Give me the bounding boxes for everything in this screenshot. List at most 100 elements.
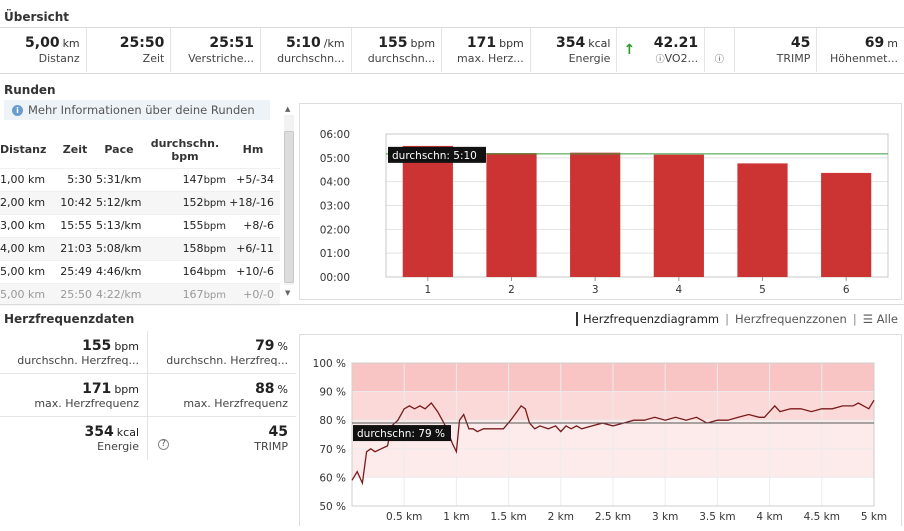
table-row[interactable]: 5,00 km 25:49 4:46/km 164bpm +10/-6 xyxy=(0,259,280,283)
stat-value: 5,00 xyxy=(25,35,60,51)
y-tick-label: 100 % xyxy=(313,358,346,370)
x-tick-label: 3 km xyxy=(652,511,678,523)
average-label: durchschn: 79 % xyxy=(357,428,445,440)
help-icon[interactable]: ? xyxy=(158,439,169,450)
bar xyxy=(570,152,621,277)
cell-elevation: +5/-34 xyxy=(226,167,280,191)
col-header-time[interactable]: Zeit xyxy=(62,143,88,157)
bpm-value: 152 xyxy=(182,196,204,209)
y-tick-label: 90 % xyxy=(319,387,346,399)
bpm-unit: bpm xyxy=(203,244,226,255)
x-tick-label: 1 km xyxy=(443,511,469,523)
pace-chart-svg: 00:00 01:00 02:00 03:00 04:00 05:00 06:00 1 2 3 4 5… xyxy=(320,129,889,296)
stat-unit: bpm xyxy=(410,37,436,50)
col-header-avg-bpm[interactable]: durchschn. bpm xyxy=(150,136,220,163)
divider xyxy=(0,27,904,28)
stat-pace: 5:10/km durchschn... xyxy=(261,28,352,72)
cell-pace: 5:12/km xyxy=(94,190,144,214)
tab-all-label: Alle xyxy=(876,312,898,326)
hf-label: Energie xyxy=(97,440,139,453)
heart-title: Herzfrequenzdaten xyxy=(4,312,135,326)
heart-rate-line xyxy=(351,399,875,486)
pace-bar-chart: 00:00 01:00 02:00 03:00 04:00 05:00 06:00 1 2 3 4 5… xyxy=(299,103,902,300)
x-tick-label: 3 xyxy=(592,284,599,296)
cell-time: 10:42 xyxy=(56,190,94,214)
cell-pace: 5:08/km xyxy=(94,236,144,260)
tab-heart-zones[interactable]: Herzfrequenzzonen xyxy=(735,312,847,326)
heart-chart-svg: 50 % 60 % 70 % 80 % 90 % 100 % 0.5 km 1 km 1.5 k… xyxy=(313,358,888,523)
tab-heart-diagram[interactable]: Herzfrequenzdiagramm xyxy=(576,312,719,326)
hf-value: 155 xyxy=(82,337,112,354)
y-tick-label: 80 % xyxy=(319,415,346,427)
bpm-value: 158 xyxy=(182,242,204,255)
heart-rate-chart: 50 % 60 % 70 % 80 % 90 % 100 % 0.5 km 1 km 1.5 k… xyxy=(299,334,902,526)
cell-elevation: +0/-0 xyxy=(226,282,280,306)
stat-unit: bpm xyxy=(499,37,524,50)
stat-label: max. Herz... xyxy=(456,52,524,65)
y-tick-label: 04:00 xyxy=(320,177,350,189)
hf-unit: bpm xyxy=(114,382,139,396)
cell-pace: 5:31/km xyxy=(94,167,144,191)
col-header-distance[interactable]: Distanz xyxy=(0,143,47,157)
col-header-elevation[interactable]: Hm xyxy=(242,143,264,157)
cell-elevation: +6/-11 xyxy=(226,236,280,260)
cell-bpm: 167bpm xyxy=(144,282,226,306)
laps-scrollbar[interactable]: ▲ ▼ xyxy=(282,103,296,300)
hf-avg-pct: 79% durchschn. Herzfreq... xyxy=(148,331,296,374)
cell-distance: 5,00 km xyxy=(0,282,56,306)
stat-value: 155 xyxy=(378,35,408,51)
cell-time: 21:03 xyxy=(56,236,94,260)
stat-vo2[interactable]: ↑ 42.21 ⓘVO2... xyxy=(617,28,706,72)
stat-unit: km xyxy=(62,37,80,50)
hf-unit: % xyxy=(277,382,288,396)
cell-distance: 5,00 km xyxy=(0,259,56,283)
stat-label: durchschn... xyxy=(277,52,345,65)
stat-value: 25:51 xyxy=(209,35,254,51)
plot-area xyxy=(351,362,875,507)
help-icon[interactable]: ⓘ xyxy=(714,55,724,65)
divider xyxy=(0,73,904,74)
hf-label: max. Herzfrequenz xyxy=(34,396,139,410)
cell-time: 15:55 xyxy=(56,213,94,237)
scroll-up-icon[interactable]: ▲ xyxy=(285,105,291,113)
average-label-box xyxy=(353,425,451,442)
stat-energy: 354 kcal Energie xyxy=(531,28,618,72)
hf-max-bpm: 171 bpm max. Herzfrequenz xyxy=(0,374,148,417)
stat-label: Zeit xyxy=(142,52,165,65)
table-row[interactable]: 1,00 km 5:30 5:31/km 147bpm +5/-34 xyxy=(0,167,280,191)
menu-icon: ☰ xyxy=(862,312,873,326)
bpm-value: 147 xyxy=(182,173,204,186)
hf-trimp: ? 45 TRIMP xyxy=(148,417,296,460)
stat-max-hr: 171 bpm max. Herz... xyxy=(442,28,531,72)
bpm-unit: bpm xyxy=(203,290,226,302)
table-row[interactable]: 4,00 km 21:03 5:08/km 158bpm +6/-11 xyxy=(0,236,280,260)
stat-trimp: 45 TRIMP xyxy=(735,28,818,72)
col-header-pace[interactable]: Pace xyxy=(104,143,134,157)
table-row[interactable]: 2,00 km 10:42 5:12/km 152bpm +18/-16 xyxy=(0,190,280,214)
x-tick-label: 2.5 km xyxy=(595,511,631,523)
scroll-down-icon[interactable]: ▼ xyxy=(285,289,291,297)
x-tick-label: 2 xyxy=(508,284,515,296)
hf-unit: % xyxy=(277,339,288,353)
bpm-value: 167 xyxy=(182,288,204,302)
stat-value: 69 xyxy=(864,35,885,51)
cell-time: 5:30 xyxy=(56,167,94,191)
laps-table: Distanz Zeit Pace durchschn. bpm Hm 1,00… xyxy=(0,132,280,306)
y-tick-label: 06:00 xyxy=(320,129,350,141)
bpm-value: 164 xyxy=(182,265,204,278)
hf-value: 79 xyxy=(255,337,275,354)
stat-time: 25:50 Zeit xyxy=(87,28,172,72)
laps-info-box[interactable]: i Mehr Informationen über deine Runden xyxy=(4,100,270,120)
help-icon[interactable]: ⓘ xyxy=(655,55,665,65)
heart-stats: 155 bpm durchschn. Herzfreq... 79% durchs… xyxy=(0,331,296,461)
stat-elapsed: 25:51 Verstriche... xyxy=(171,28,261,72)
table-row[interactable]: 3,00 km 15:55 5:13/km 155bpm +8/-6 xyxy=(0,213,280,237)
bpm-unit: bpm xyxy=(203,198,226,209)
hf-value: 45 xyxy=(268,424,288,440)
scroll-thumb[interactable] xyxy=(284,131,294,283)
overview-stats: 5,00 km Distanz 25:50 Zeit 25:51 Verstric… xyxy=(0,28,904,72)
stat-elevation: 69 m Höhenmet... xyxy=(817,28,904,72)
tab-all[interactable]: ☰ Alle xyxy=(863,312,898,326)
table-row[interactable]: 5,00 km 25:50 4:22/km 167bpm +0/-0 xyxy=(0,282,280,306)
bpm-value: 155 xyxy=(182,219,204,232)
